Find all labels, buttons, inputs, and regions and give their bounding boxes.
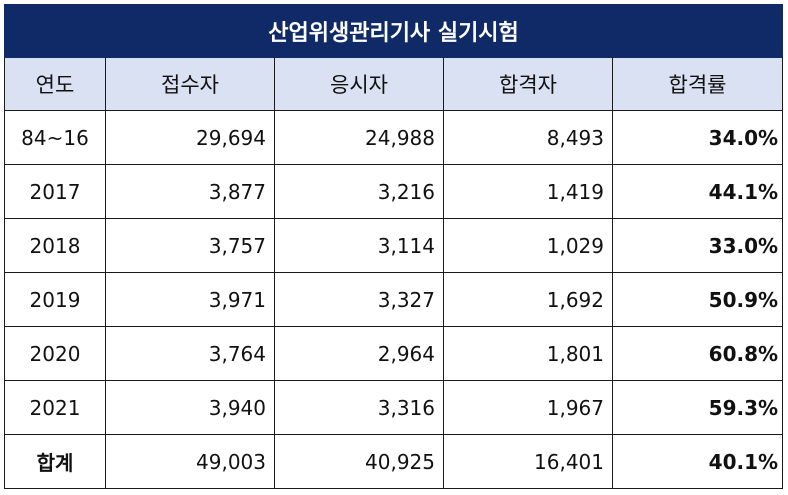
cell-year: 2018 [4,218,106,273]
cell-year: 2017 [4,164,106,219]
cell-passers: 1,419 [443,164,613,219]
cell-pass-rate: 44.1% [611,164,784,219]
cell-pass-rate: 59.3% [611,380,784,435]
total-row: 합계 49,003 40,925 16,401 40.1% [4,434,784,489]
cell-applicants: 3,940 [105,380,275,435]
header-applicants: 접수자 [105,57,275,111]
header-pass-rate: 합격률 [611,57,784,111]
cell-passers: 1,029 [443,218,613,273]
table-row: 2018 3,757 3,114 1,029 33.0% [4,218,784,273]
cell-passers: 1,692 [443,272,613,327]
cell-year: 2020 [4,326,106,381]
cell-pass-rate: 60.8% [611,326,784,381]
cell-total-label: 합계 [4,434,106,489]
header-passers: 합격자 [443,57,613,111]
cell-examinees: 24,988 [274,110,444,165]
cell-examinees: 3,327 [274,272,444,327]
cell-examinees: 3,316 [274,380,444,435]
cell-total-passers: 16,401 [443,434,613,489]
cell-applicants: 3,971 [105,272,275,327]
cell-applicants: 29,694 [105,110,275,165]
cell-year: 84~16 [4,110,106,165]
table-row: 2021 3,940 3,316 1,967 59.3% [4,380,784,435]
cell-total-examinees: 40,925 [274,434,444,489]
cell-passers: 8,493 [443,110,613,165]
title-row: 산업위생관리기사 실기시험 [3,4,784,58]
table-row: 2020 3,764 2,964 1,801 60.8% [4,326,784,381]
cell-pass-rate: 34.0% [611,110,784,165]
header-examinees: 응시자 [274,57,444,111]
cell-applicants: 3,877 [105,164,275,219]
header-year: 연도 [4,57,106,111]
stats-table-container: 산업위생관리기사 실기시험 연도 접수자 응시자 합격자 합격률 84~16 2… [3,4,784,489]
cell-applicants: 3,757 [105,218,275,273]
cell-applicants: 3,764 [105,326,275,381]
header-row: 연도 접수자 응시자 합격자 합격률 [4,57,784,111]
cell-examinees: 2,964 [274,326,444,381]
cell-pass-rate: 50.9% [611,272,784,327]
cell-examinees: 3,216 [274,164,444,219]
cell-total-applicants: 49,003 [105,434,275,489]
cell-year: 2019 [4,272,106,327]
cell-year: 2021 [4,380,106,435]
exam-stats-table: 산업위생관리기사 실기시험 연도 접수자 응시자 합격자 합격률 84~16 2… [3,4,784,489]
table-row: 84~16 29,694 24,988 8,493 34.0% [4,110,784,165]
cell-passers: 1,967 [443,380,613,435]
cell-pass-rate: 33.0% [611,218,784,273]
cell-examinees: 3,114 [274,218,444,273]
table-row: 2019 3,971 3,327 1,692 50.9% [4,272,784,327]
table-title: 산업위생관리기사 실기시험 [3,4,784,58]
cell-total-pass-rate: 40.1% [611,434,784,489]
table-row: 2017 3,877 3,216 1,419 44.1% [4,164,784,219]
cell-passers: 1,801 [443,326,613,381]
